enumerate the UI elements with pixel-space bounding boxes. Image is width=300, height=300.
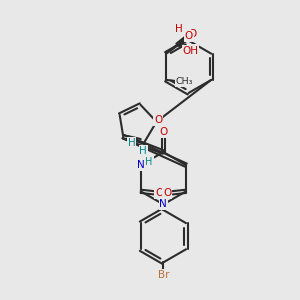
Text: CH₃: CH₃ bbox=[176, 77, 193, 86]
Text: O: O bbox=[184, 31, 193, 41]
Text: H: H bbox=[146, 157, 153, 167]
Text: O: O bbox=[188, 29, 196, 39]
Text: O: O bbox=[159, 127, 167, 137]
Text: H: H bbox=[175, 24, 183, 34]
Text: O: O bbox=[154, 115, 162, 125]
Text: N: N bbox=[137, 160, 145, 170]
Text: OH: OH bbox=[183, 46, 199, 56]
Text: N: N bbox=[160, 200, 167, 209]
Text: O: O bbox=[163, 188, 171, 198]
Text: H: H bbox=[190, 44, 198, 55]
Text: Br: Br bbox=[158, 270, 169, 280]
Text: H: H bbox=[128, 138, 135, 148]
Text: H: H bbox=[140, 146, 147, 156]
Text: O: O bbox=[155, 188, 164, 198]
